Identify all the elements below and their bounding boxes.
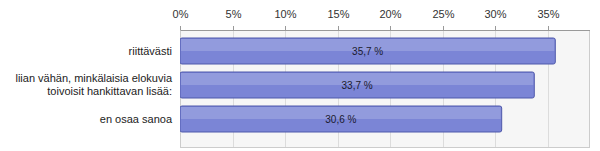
tick-mark xyxy=(390,26,391,30)
tick-label: 20% xyxy=(379,8,401,20)
bar xyxy=(180,72,534,98)
chart-container: 0% 5% 10% 15% 20% 25% 30% 35% 35,7 % 33,7 % 30,6 %… xyxy=(0,0,600,151)
tick-mark xyxy=(548,26,549,30)
tick-label: 35% xyxy=(537,8,559,20)
bar xyxy=(180,38,555,64)
tick-mark xyxy=(443,26,444,30)
tick-label: 25% xyxy=(432,8,454,20)
data-labels: 35,7 % 33,7 % 30,6 % xyxy=(325,46,383,125)
category-label: liian vähän, minkälaisia elokuvia toivoi… xyxy=(2,68,172,102)
x-axis-line xyxy=(181,30,591,31)
tick-label: 5% xyxy=(226,8,242,20)
data-label: 30,6 % xyxy=(325,114,356,125)
tick-label: 0% xyxy=(173,8,189,20)
tick-mark xyxy=(180,26,181,30)
category-label: riittävästi xyxy=(2,34,172,68)
tick-mark xyxy=(495,26,496,30)
bar xyxy=(180,106,502,132)
plot-background xyxy=(180,30,590,148)
tick-label: 10% xyxy=(274,8,296,20)
tick-mark xyxy=(338,26,339,30)
bars xyxy=(180,38,555,132)
tick-label: 15% xyxy=(327,8,349,20)
category-label: en osaa sanoa xyxy=(2,102,172,136)
tick-mark xyxy=(233,26,234,30)
tick-mark xyxy=(285,26,286,30)
tick-label: 30% xyxy=(484,8,506,20)
data-label: 35,7 % xyxy=(352,46,383,57)
plot-frame xyxy=(181,31,590,148)
data-label: 33,7 % xyxy=(342,80,373,91)
